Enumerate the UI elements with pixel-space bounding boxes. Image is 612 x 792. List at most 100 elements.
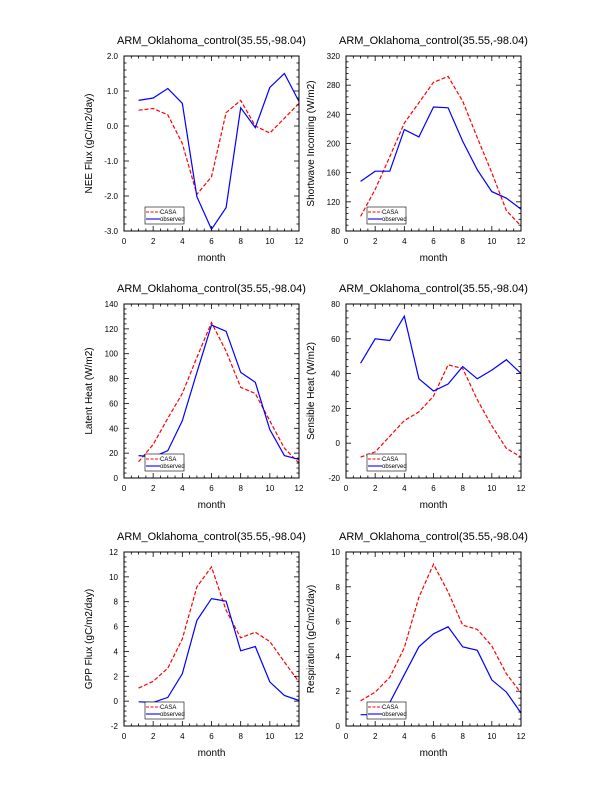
chart-title: ARM_Oklahoma_control(35.55,-98.04) <box>339 531 528 543</box>
y-tick-label: -2.0 <box>104 192 118 201</box>
y-tick-label: 140 <box>105 300 119 309</box>
x-tick-label: 0 <box>122 732 127 741</box>
series-line-observed <box>138 597 300 704</box>
x-tick-label: 6 <box>431 484 436 493</box>
chart-panel-3: ARM_Oklahoma_control(35.55,-98.04) 0 2 4 6 8 1… <box>84 283 306 511</box>
x-tick-label: 2 <box>373 732 378 741</box>
y-axis-label: Latent Heat (W/m2) <box>84 347 95 434</box>
y-tick-label: 0 <box>336 722 341 731</box>
y-tick-label: 120 <box>327 198 341 207</box>
chart-panel-6: ARM_Oklahoma_control(35.55,-98.04) 0 2 4 6 8 1… <box>306 531 528 759</box>
legend-box <box>366 453 407 472</box>
chart-title: ARM_Oklahoma_control(35.55,-98.04) <box>117 531 306 543</box>
y-tick-label: 6 <box>114 623 119 632</box>
series-group <box>360 314 522 458</box>
y-tick-label: 4 <box>114 647 119 656</box>
y-axis-label: NEE Flux (gC/m2/day) <box>84 93 95 193</box>
x-tick-label: 4 <box>180 237 185 246</box>
legend-box <box>144 701 185 720</box>
legend-label-casa: CASA <box>382 457 398 463</box>
legend-label-observed: observed <box>382 217 407 223</box>
y-tick-label: 8 <box>114 598 119 607</box>
series-line-casa <box>360 364 522 458</box>
y-tick-label: 4 <box>336 652 341 661</box>
y-tick-label: 0 <box>114 474 119 483</box>
x-tick-label: 10 <box>487 732 496 741</box>
series-group <box>360 75 522 227</box>
legend-label-observed: observed <box>382 464 407 470</box>
chart-panel-4: ARM_Oklahoma_control(35.55,-98.04) 0 2 4 6 8 1… <box>306 283 528 511</box>
x-tick-label: 0 <box>344 237 349 246</box>
y-tick-label: 12 <box>109 548 118 557</box>
y-tick-label: 240 <box>327 110 341 119</box>
plot-frame <box>123 303 300 479</box>
series-group <box>138 565 300 704</box>
x-axis-label: month <box>420 253 448 264</box>
series-line-observed <box>138 324 300 460</box>
series-group <box>138 72 300 231</box>
series-line-casa <box>138 99 300 196</box>
legend-label-observed: observed <box>382 712 407 718</box>
y-tick-label: 1.0 <box>107 87 119 96</box>
y-tick-label: -20 <box>328 474 340 483</box>
x-tick-label: 6 <box>209 237 214 246</box>
x-tick-label: 0 <box>122 237 127 246</box>
y-tick-label: 100 <box>105 350 119 359</box>
legend-label-casa: CASA <box>160 705 176 711</box>
legend-label-observed: observed <box>160 712 185 718</box>
x-axis-label: month <box>420 748 448 759</box>
x-tick-label: 2 <box>151 484 156 493</box>
y-tick-label: 320 <box>327 52 341 61</box>
y-tick-label: 20 <box>109 449 118 458</box>
x-tick-label: 8 <box>460 237 465 246</box>
x-tick-label: 6 <box>431 237 436 246</box>
x-tick-label: 4 <box>402 484 407 493</box>
series-line-casa <box>360 562 522 702</box>
x-tick-label: 12 <box>517 237 526 246</box>
y-axis-label: Shortwave Incoming (W/m2) <box>306 80 317 206</box>
x-tick-label: 8 <box>238 484 243 493</box>
y-axis-label: GPP Flux (gC/m2/day) <box>84 589 95 689</box>
x-tick-label: 10 <box>487 484 496 493</box>
x-tick-label: 4 <box>402 237 407 246</box>
x-tick-label: 2 <box>373 484 378 493</box>
x-tick-label: 12 <box>295 732 304 741</box>
legend-box <box>366 206 407 225</box>
y-tick-label: 2.0 <box>107 52 119 61</box>
series-line-casa <box>138 565 300 689</box>
x-tick-label: 2 <box>151 732 156 741</box>
y-tick-label: 0 <box>336 439 341 448</box>
x-tick-label: 8 <box>460 484 465 493</box>
series-line-casa <box>138 321 300 464</box>
legend-box <box>144 453 185 472</box>
legend-label-casa: CASA <box>160 457 176 463</box>
legend-box <box>366 701 407 720</box>
y-axis-label: Sensible Heat (W/m2) <box>306 342 317 440</box>
chart-title: ARM_Oklahoma_control(35.55,-98.04) <box>117 283 306 295</box>
chart-title: ARM_Oklahoma_control(35.55,-98.04) <box>117 35 306 47</box>
series-line-observed <box>360 626 522 716</box>
series-line-observed <box>360 106 522 210</box>
y-tick-label: 0.0 <box>107 122 119 131</box>
y-tick-label: 10 <box>109 573 118 582</box>
series-line-observed <box>360 314 522 392</box>
x-tick-label: 12 <box>517 732 526 741</box>
x-tick-label: 10 <box>265 237 274 246</box>
y-tick-label: -2 <box>111 722 119 731</box>
x-axis-label: month <box>198 748 226 759</box>
plot-frame <box>123 55 300 232</box>
y-tick-label: 200 <box>327 140 341 149</box>
y-tick-label: 80 <box>109 375 118 384</box>
y-tick-label: 280 <box>327 81 341 90</box>
x-axis-label: month <box>420 500 448 511</box>
x-tick-label: 0 <box>122 484 127 493</box>
y-tick-label: 8 <box>336 583 341 592</box>
series-line-observed <box>138 72 300 231</box>
series-line-casa <box>360 75 522 227</box>
legend-label-casa: CASA <box>160 210 176 216</box>
x-tick-label: 10 <box>265 484 274 493</box>
